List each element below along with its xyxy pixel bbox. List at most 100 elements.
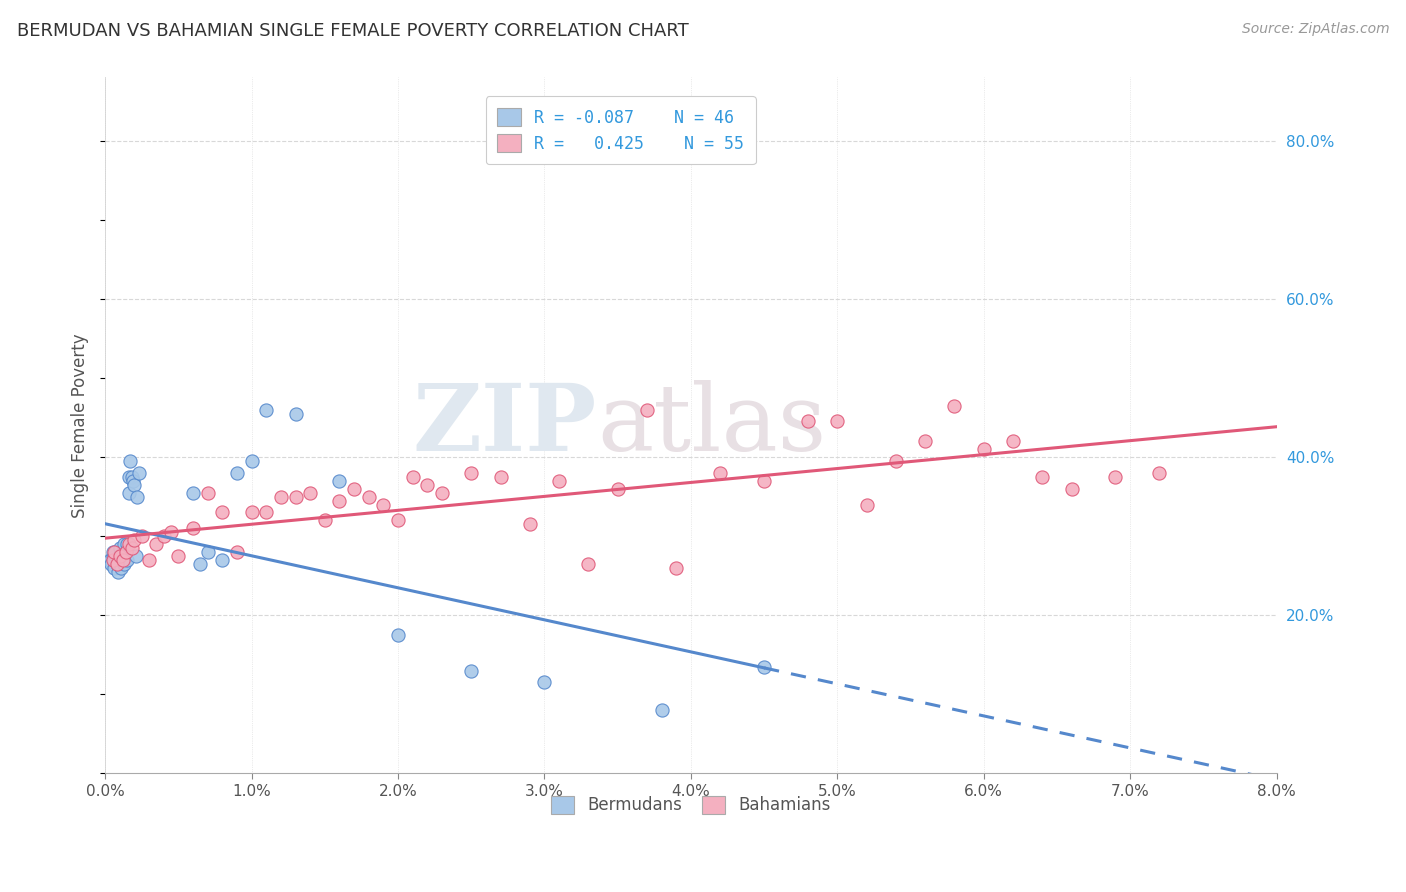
Y-axis label: Single Female Poverty: Single Female Poverty xyxy=(72,333,89,517)
Point xyxy=(107,565,129,579)
Point xyxy=(636,402,658,417)
Point xyxy=(226,466,249,480)
Point xyxy=(533,675,555,690)
Point xyxy=(101,545,124,559)
Point xyxy=(167,549,190,563)
Legend: Bermudans, Bahamians: Bermudans, Bahamians xyxy=(540,786,841,824)
Point xyxy=(284,407,307,421)
Text: Source: ZipAtlas.com: Source: ZipAtlas.com xyxy=(1241,22,1389,37)
Point xyxy=(101,549,124,563)
Point xyxy=(226,545,249,559)
Point xyxy=(105,557,128,571)
Point xyxy=(103,545,125,559)
Point xyxy=(240,505,263,519)
Point xyxy=(328,493,350,508)
Point xyxy=(190,557,212,571)
Point xyxy=(112,557,135,571)
Point xyxy=(1149,466,1171,480)
Point xyxy=(489,470,512,484)
Point xyxy=(1031,470,1053,484)
Point xyxy=(104,545,127,559)
Point xyxy=(328,474,350,488)
Text: BERMUDAN VS BAHAMIAN SINGLE FEMALE POVERTY CORRELATION CHART: BERMUDAN VS BAHAMIAN SINGLE FEMALE POVER… xyxy=(17,22,689,40)
Point xyxy=(117,470,139,484)
Point xyxy=(254,505,277,519)
Point xyxy=(240,454,263,468)
Point xyxy=(797,415,820,429)
Point xyxy=(973,442,995,457)
Point xyxy=(107,557,129,571)
Point xyxy=(111,549,134,563)
Point xyxy=(138,553,160,567)
Point xyxy=(665,561,688,575)
Point xyxy=(387,628,409,642)
Point xyxy=(108,549,131,563)
Point xyxy=(827,415,849,429)
Point xyxy=(460,664,482,678)
Point xyxy=(105,557,128,571)
Point xyxy=(152,529,174,543)
Point xyxy=(914,434,936,449)
Point xyxy=(270,490,292,504)
Point xyxy=(430,485,453,500)
Point xyxy=(752,474,775,488)
Point xyxy=(122,474,145,488)
Point xyxy=(211,553,233,567)
Point xyxy=(884,454,907,468)
Point xyxy=(111,553,134,567)
Point xyxy=(117,537,139,551)
Point xyxy=(284,490,307,504)
Point xyxy=(606,482,628,496)
Text: ZIP: ZIP xyxy=(413,380,598,470)
Point xyxy=(117,485,139,500)
Point xyxy=(548,474,571,488)
Point xyxy=(121,541,143,555)
Point xyxy=(145,537,167,551)
Point xyxy=(855,498,877,512)
Point xyxy=(115,553,138,567)
Point xyxy=(1060,482,1083,496)
Point xyxy=(373,498,395,512)
Point xyxy=(343,482,366,496)
Point xyxy=(114,545,136,559)
Point xyxy=(197,545,219,559)
Point xyxy=(181,485,204,500)
Point xyxy=(101,553,124,567)
Point xyxy=(197,485,219,500)
Text: atlas: atlas xyxy=(598,380,827,470)
Point xyxy=(387,513,409,527)
Point xyxy=(1001,434,1024,449)
Point xyxy=(124,533,146,548)
Point xyxy=(128,466,150,480)
Point xyxy=(120,454,142,468)
Point xyxy=(211,505,233,519)
Point xyxy=(416,477,439,491)
Point xyxy=(943,399,966,413)
Point xyxy=(576,557,599,571)
Point xyxy=(110,549,132,563)
Point xyxy=(100,557,122,571)
Point xyxy=(108,553,131,567)
Point xyxy=(651,703,673,717)
Point xyxy=(314,513,336,527)
Point xyxy=(105,553,128,567)
Point xyxy=(131,529,153,543)
Point xyxy=(115,537,138,551)
Point xyxy=(1104,470,1126,484)
Point xyxy=(460,466,482,480)
Point xyxy=(402,470,425,484)
Point xyxy=(124,477,146,491)
Point xyxy=(103,561,125,575)
Point xyxy=(111,545,134,559)
Point xyxy=(108,541,131,555)
Point xyxy=(752,659,775,673)
Point xyxy=(103,553,125,567)
Point xyxy=(110,561,132,575)
Point xyxy=(254,402,277,417)
Point xyxy=(181,521,204,535)
Point xyxy=(121,470,143,484)
Point xyxy=(357,490,380,504)
Point xyxy=(112,537,135,551)
Point xyxy=(519,517,541,532)
Point xyxy=(160,525,183,540)
